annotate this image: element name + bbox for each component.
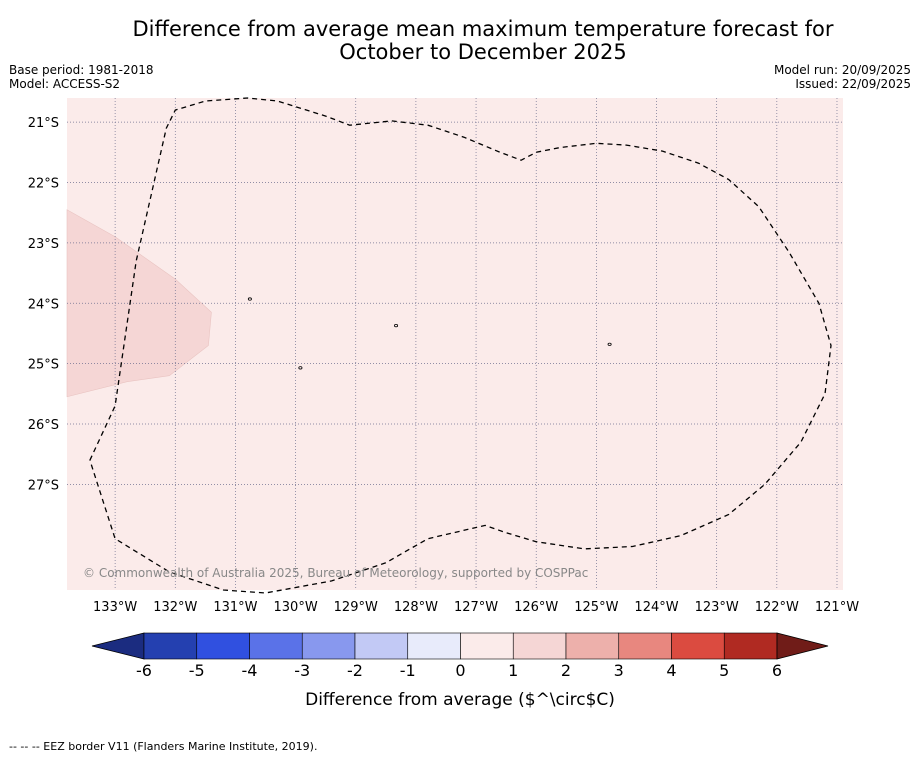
map-title-line2: October to December 2025 (339, 40, 627, 64)
gridlines (67, 98, 843, 590)
colorbar-swatch (196, 632, 250, 660)
lon-tick-label: 133°W (93, 600, 137, 615)
island (247, 297, 252, 301)
colorbar-swatch (354, 632, 409, 660)
colorbar-under-arrow (91, 632, 145, 660)
lat-tick-label: 25°S (28, 358, 59, 373)
colorbar-tick-label: 5 (719, 661, 729, 680)
lon-tick-label: 131°W (213, 600, 257, 615)
map-title: Difference from average mean maximum tem… (0, 18, 919, 64)
colorbar-tick-label: 0 (455, 661, 465, 680)
colorbar-tick-label: 3 (614, 661, 624, 680)
map-title-line1: Difference from average mean maximum tem… (132, 17, 834, 41)
island (298, 366, 303, 370)
lat-tick-label: 21°S (28, 116, 59, 131)
colorbar-swatch (723, 632, 778, 660)
lon-tick-label: 127°W (454, 600, 498, 615)
colorbar-tick-label: -3 (294, 661, 310, 680)
copyright-text: © Commonwealth of Australia 2025, Bureau… (83, 566, 588, 580)
colorbar-tick-label: -5 (189, 661, 205, 680)
colorbar-tick-label: -4 (242, 661, 258, 680)
colorbar-swatch (143, 632, 198, 660)
lat-tick-label: 27°S (28, 478, 59, 493)
island (394, 323, 399, 328)
lon-tick-label: 122°W (755, 600, 799, 615)
issued-date: Issued: 22/09/2025 (795, 77, 911, 91)
colorbar-swatch (460, 632, 514, 660)
colorbar: -6 -5 -4 -3 -2 -1 0 1 2 3 4 5 6 Difference from avera… (91, 632, 829, 710)
lat-tick-label: 22°S (28, 177, 59, 192)
colorbar-tick-label: 1 (508, 661, 518, 680)
map-canvas: © Commonwealth of Australia 2025, Bureau… (28, 97, 859, 710)
lon-tick-label: 121°W (815, 600, 859, 615)
colorbar-tick-label: 4 (666, 661, 676, 680)
colorbar-swatch (512, 632, 567, 660)
colorbar-swatch (671, 632, 725, 660)
colorbar-swatch (565, 632, 620, 660)
lon-tick-label: 125°W (574, 600, 618, 615)
colorbar-over-arrow (776, 632, 829, 660)
eez-footnote: -- -- -- EEZ border V11 (Flanders Marine… (9, 740, 318, 753)
colorbar-tick-label: -6 (136, 661, 152, 680)
meta-left: Base period: 1981-2018 Model: ACCESS-S2 (9, 63, 154, 91)
colorbar-swatch (249, 632, 303, 660)
colorbar-tick-label: -1 (400, 661, 416, 680)
island (607, 342, 612, 346)
base-period: Base period: 1981-2018 (9, 63, 154, 77)
lat-tick-label: 24°S (28, 297, 59, 312)
colorbar-tick-label: 6 (772, 661, 782, 680)
colorbar-title: Difference from average ($^\circ$C) (305, 690, 615, 710)
lat-tick-label: 23°S (28, 237, 59, 252)
colorbar-swatch (301, 632, 356, 660)
lon-tick-label: 130°W (274, 600, 318, 615)
model-name: Model: ACCESS-S2 (9, 77, 121, 91)
lon-tick-label: 128°W (394, 600, 438, 615)
colorbar-swatch (407, 632, 461, 660)
lon-tick-label: 129°W (334, 600, 378, 615)
colorbar-swatch (618, 632, 672, 660)
lon-tick-label: 123°W (695, 600, 739, 615)
lon-tick-label: 126°W (514, 600, 558, 615)
eez-border (89, 97, 832, 594)
colorbar-tick-label: -2 (347, 661, 363, 680)
colorbar-tick-label: 2 (561, 661, 571, 680)
lon-tick-label: 124°W (634, 600, 678, 615)
lon-tick-label: 132°W (153, 600, 197, 615)
model-run: Model run: 20/09/2025 (773, 63, 911, 77)
lat-tick-label: 26°S (28, 418, 59, 433)
meta-right: Model run: 20/09/2025 Issued: 22/09/2025 (774, 63, 911, 91)
